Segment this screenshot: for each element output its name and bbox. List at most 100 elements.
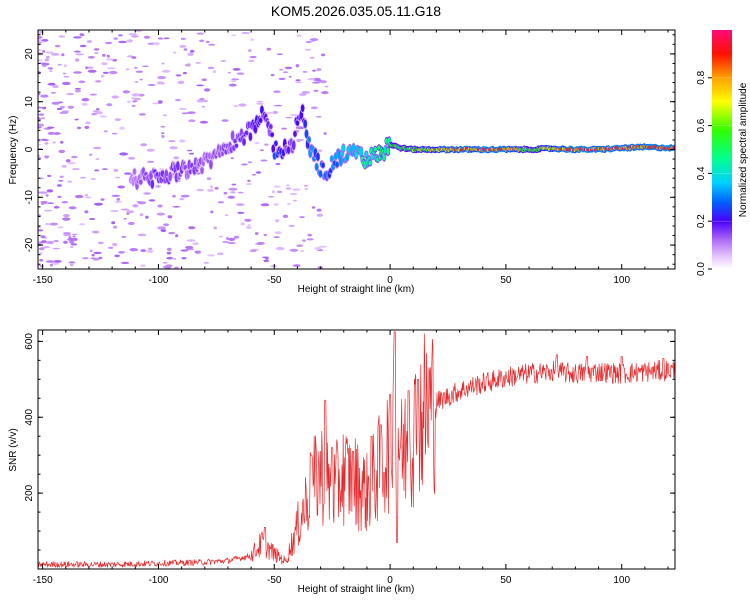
spectrogram-noise-cell (187, 52, 194, 56)
spectrogram-noise-cell (163, 37, 170, 40)
spectrogram-noise-cell (125, 68, 130, 71)
spectrogram-noise-cell (112, 243, 118, 247)
spectrogram-noise-cell (237, 191, 244, 194)
spectrogram-noise-cell (128, 33, 138, 36)
spectrogram-noise-cell (288, 224, 295, 228)
spectrogram-noise-cell (270, 265, 278, 267)
spectrogram-noise-cell (201, 105, 205, 108)
spectrogram-noise-cell (68, 236, 72, 239)
x-tick-label: -50 (267, 275, 282, 286)
spectrogram-ridge-cell (258, 117, 263, 123)
spectrogram-noise-cell (89, 93, 97, 96)
spectrogram-noise-cell (42, 106, 47, 110)
spectrogram-noise-cell (75, 58, 80, 62)
y-tick-label: 600 (24, 333, 35, 350)
spectrogram-noise-cell (41, 62, 50, 66)
spectrogram-ridge-cell (335, 161, 339, 168)
y-tick-label: -20 (24, 237, 35, 252)
spectrogram-noise-cell (248, 49, 252, 52)
spectrogram-noise-cell (74, 87, 82, 90)
spectrogram-noise-cell (157, 75, 166, 80)
spectrogram-noise-cell (93, 251, 102, 255)
spectrogram-noise-cell (162, 114, 168, 117)
spectrogram-noise-cell (285, 184, 291, 187)
spectrogram-noise-cell (178, 107, 187, 110)
spectrogram-noise-cell (301, 91, 311, 94)
colorbar-tick-label: 0.6 (696, 118, 707, 132)
spectrogram-noise-cell (273, 236, 280, 238)
spectrogram-noise-cell (87, 69, 97, 73)
spectrogram-noise-cell (67, 105, 75, 109)
spectrogram-noise-cell (46, 189, 54, 193)
spectrogram-noise-cell (188, 152, 195, 155)
spectrogram-ridge-cell (345, 153, 350, 161)
spectrogram-ridge-cell (209, 159, 213, 170)
spectrogram-noise-cell (50, 53, 60, 56)
spectrogram-noise-cell (73, 36, 82, 39)
spectrogram-noise-cell (114, 254, 120, 258)
spectrogram-noise-cell (129, 248, 138, 252)
spectrogram-noise-cell (38, 59, 43, 62)
spectrogram-noise-cell (121, 261, 130, 265)
spectrogram-noise-cell (161, 134, 165, 139)
spectrogram-noise-cell (161, 62, 165, 65)
spectrogram-noise-cell (53, 260, 62, 263)
spectrogram-noise-cell (304, 187, 309, 191)
spectrogram-noise-cell (292, 264, 301, 267)
spectrogram-noise-cell (59, 111, 69, 114)
spectrogram-noise-cell (201, 78, 207, 81)
spectrogram-noise-cell (38, 140, 41, 143)
spectrogram-noise-cell (38, 191, 48, 194)
spectrogram-noise-cell (97, 241, 104, 245)
spectrogram-ridge-cell (341, 144, 346, 152)
spectrogram-noise-cell (263, 233, 268, 237)
spectrogram-noise-cell (233, 235, 240, 239)
spectrogram-noise-cell (273, 110, 278, 115)
spectrogram-noise-cell (276, 53, 283, 56)
spectrogram-noise-cell (289, 248, 299, 252)
spectrogram-noise-cell (187, 111, 196, 114)
spectrogram-noise-cell (312, 81, 321, 84)
spectrogram-noise-cell (267, 196, 275, 198)
spectrogram-noise-cell (208, 43, 216, 46)
spectrogram-noise-cell (68, 206, 77, 210)
spectrogram-noise-cell (296, 34, 302, 37)
spectrogram-noise-cell (177, 80, 185, 84)
spectrogram-noise-cell (271, 190, 275, 194)
spectrogram-noise-cell (140, 249, 147, 253)
colorbar: 0.0 0.2 0.4 0.6 0.8 Normalized spectral ampl… (696, 30, 749, 276)
spectrogram-noise-cell (288, 75, 292, 78)
spectrogram-noise-cell (174, 266, 179, 269)
spectrogram-noise-cell (284, 66, 293, 70)
spectrogram-noise-cell (78, 80, 86, 84)
spectrogram-noise-cell (50, 91, 57, 94)
spectrogram-ridge-cell (321, 162, 325, 168)
spectrogram-noise-cell (62, 217, 71, 221)
spectrogram-noise-cell (295, 138, 305, 142)
spectrogram-noise-cell (61, 165, 67, 168)
spectrogram-noise-cell (231, 78, 240, 81)
spectrogram-ridge-cell (291, 140, 296, 150)
spectrogram-noise-cell (145, 215, 149, 219)
spectrogram-noise-cell (180, 194, 190, 198)
spectrogram-noise-cell (228, 187, 238, 191)
spectrogram-noise-cell (38, 229, 44, 232)
spectrogram-noise-cell (220, 60, 227, 62)
spectrogram-noise-cell (273, 90, 281, 93)
spectrogram-noise-cell (38, 49, 42, 51)
spectrogram-noise-cell (62, 81, 71, 86)
spectrogram-noise-cell (289, 113, 298, 117)
spectrogram-noise-cell (246, 226, 252, 229)
spectrogram-noise-cell (71, 233, 78, 236)
spectrogram-ridge-cell (168, 171, 172, 182)
spectrogram-noise-cell (186, 239, 196, 242)
spectrogram-noise-cell (248, 59, 255, 63)
x-tick-label: 50 (500, 575, 512, 586)
spectrogram-noise-cell (43, 139, 49, 142)
spectrogram-noise-cell (307, 78, 315, 81)
spectrogram-noise-cell (143, 35, 151, 39)
spectrogram-noise-cell (321, 91, 329, 95)
spectrogram-noise-cell (117, 185, 125, 189)
spectrogram-noise-cell (287, 202, 291, 206)
spectrogram-noise-cell (88, 218, 96, 220)
